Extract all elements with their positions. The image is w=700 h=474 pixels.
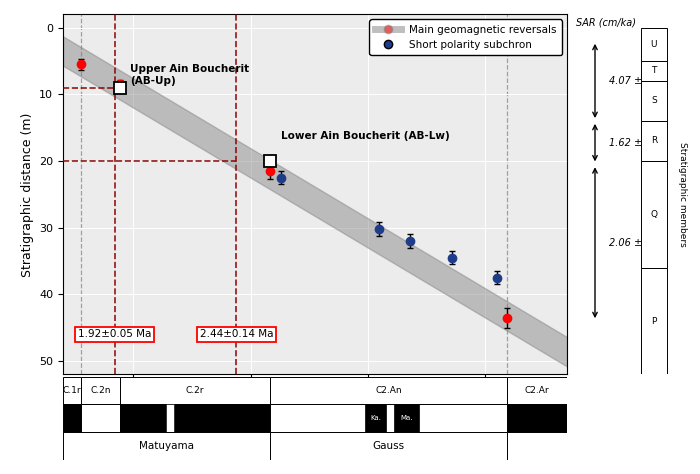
Bar: [508, 432, 567, 460]
Bar: [120, 377, 270, 404]
Bar: [80, 377, 120, 404]
Legend: Main geomagnetic reversals, Short polarity subchron: Main geomagnetic reversals, Short polari…: [370, 19, 562, 55]
Text: 4.07 ± 0.85: 4.07 ± 0.85: [609, 76, 667, 86]
Text: 2.06 ± 0.28: 2.06 ± 0.28: [609, 237, 667, 248]
Bar: [640, 61, 668, 81]
Y-axis label: Stratigraphic distance (m): Stratigraphic distance (m): [20, 112, 34, 276]
Text: C.2r: C.2r: [186, 386, 204, 395]
Bar: [270, 432, 508, 460]
Bar: [640, 268, 668, 374]
Bar: [393, 404, 419, 432]
Bar: [365, 404, 386, 432]
Text: U: U: [651, 40, 657, 49]
Text: S: S: [651, 96, 657, 105]
Text: 1.92±0.05 Ma: 1.92±0.05 Ma: [78, 329, 151, 339]
Text: Upper Ain Boucherit
(AB-Up): Upper Ain Boucherit (AB-Up): [130, 64, 249, 86]
Bar: [508, 404, 567, 432]
Text: C2.An: C2.An: [375, 386, 402, 395]
Text: C.1r: C.1r: [62, 386, 81, 395]
Bar: [63, 404, 80, 432]
Bar: [508, 377, 567, 404]
Bar: [640, 161, 668, 268]
Bar: [63, 432, 270, 460]
Bar: [80, 404, 120, 432]
Bar: [640, 27, 668, 61]
Text: Ka.: Ka.: [370, 415, 382, 421]
Bar: [270, 377, 508, 404]
Text: Matuyama: Matuyama: [139, 441, 194, 451]
Text: Gauss: Gauss: [372, 441, 405, 451]
Text: Lower Ain Boucherit (AB-Lw): Lower Ain Boucherit (AB-Lw): [281, 131, 450, 141]
Text: Olduvai: Olduvai: [86, 414, 116, 423]
Text: R: R: [651, 137, 657, 146]
X-axis label: Time (Ma): Time (Ma): [284, 400, 346, 413]
Bar: [63, 377, 80, 404]
Bar: [640, 81, 668, 121]
Bar: [166, 404, 174, 432]
Text: P: P: [651, 317, 657, 326]
Text: 2.44±0.14 Ma: 2.44±0.14 Ma: [199, 329, 273, 339]
Bar: [270, 404, 508, 432]
Text: Ma.: Ma.: [400, 415, 413, 421]
Text: C.2n: C.2n: [90, 386, 111, 395]
Text: C2.Ar: C2.Ar: [525, 386, 550, 395]
Text: SAR (cm/ka): SAR (cm/ka): [575, 18, 636, 27]
Bar: [120, 404, 270, 432]
Text: Q: Q: [650, 210, 657, 219]
Bar: [640, 121, 668, 161]
Text: Stratigraphic members: Stratigraphic members: [678, 142, 687, 246]
Text: T: T: [651, 66, 657, 75]
Text: 1.62 ± 0.35: 1.62 ± 0.35: [609, 137, 667, 147]
